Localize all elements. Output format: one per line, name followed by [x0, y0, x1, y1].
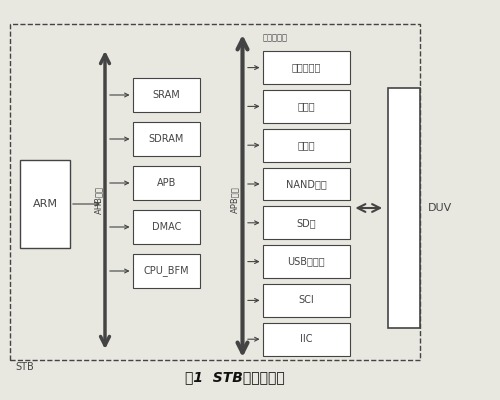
Text: STB: STB [15, 362, 34, 372]
FancyBboxPatch shape [132, 122, 200, 156]
FancyBboxPatch shape [132, 166, 200, 200]
Text: 定时器: 定时器 [298, 101, 315, 111]
FancyBboxPatch shape [262, 206, 350, 239]
Text: DUV: DUV [428, 203, 452, 213]
Text: 图1  STB的硬件结构: 图1 STB的硬件结构 [185, 370, 285, 384]
FancyBboxPatch shape [132, 254, 200, 288]
FancyBboxPatch shape [262, 284, 350, 317]
Text: IIC: IIC [300, 334, 312, 344]
FancyBboxPatch shape [262, 129, 350, 162]
FancyBboxPatch shape [262, 168, 350, 200]
FancyBboxPatch shape [262, 51, 350, 84]
Text: SDRAM: SDRAM [148, 134, 184, 144]
Text: NAND内存: NAND内存 [286, 179, 327, 189]
FancyBboxPatch shape [132, 78, 200, 112]
Text: DMAC: DMAC [152, 222, 181, 232]
FancyBboxPatch shape [132, 210, 200, 244]
Text: CPU_BFM: CPU_BFM [144, 266, 189, 276]
Text: SD卡: SD卡 [296, 218, 316, 228]
Text: APB: APB [156, 178, 176, 188]
FancyBboxPatch shape [20, 160, 70, 248]
Text: USB主设备: USB主设备 [288, 257, 325, 267]
Text: ARM: ARM [32, 199, 58, 209]
FancyBboxPatch shape [262, 323, 350, 356]
FancyBboxPatch shape [262, 245, 350, 278]
Text: 中断电路：: 中断电路： [262, 33, 287, 42]
FancyBboxPatch shape [388, 88, 420, 328]
Text: SRAM: SRAM [152, 90, 180, 100]
FancyBboxPatch shape [262, 90, 350, 123]
Text: 中断控制器: 中断控制器 [292, 62, 321, 72]
Text: APB总线: APB总线 [230, 187, 239, 213]
Text: AHB总线: AHB总线 [94, 186, 103, 214]
Text: SCI: SCI [298, 295, 314, 306]
Text: 传感器: 传感器 [298, 140, 315, 150]
